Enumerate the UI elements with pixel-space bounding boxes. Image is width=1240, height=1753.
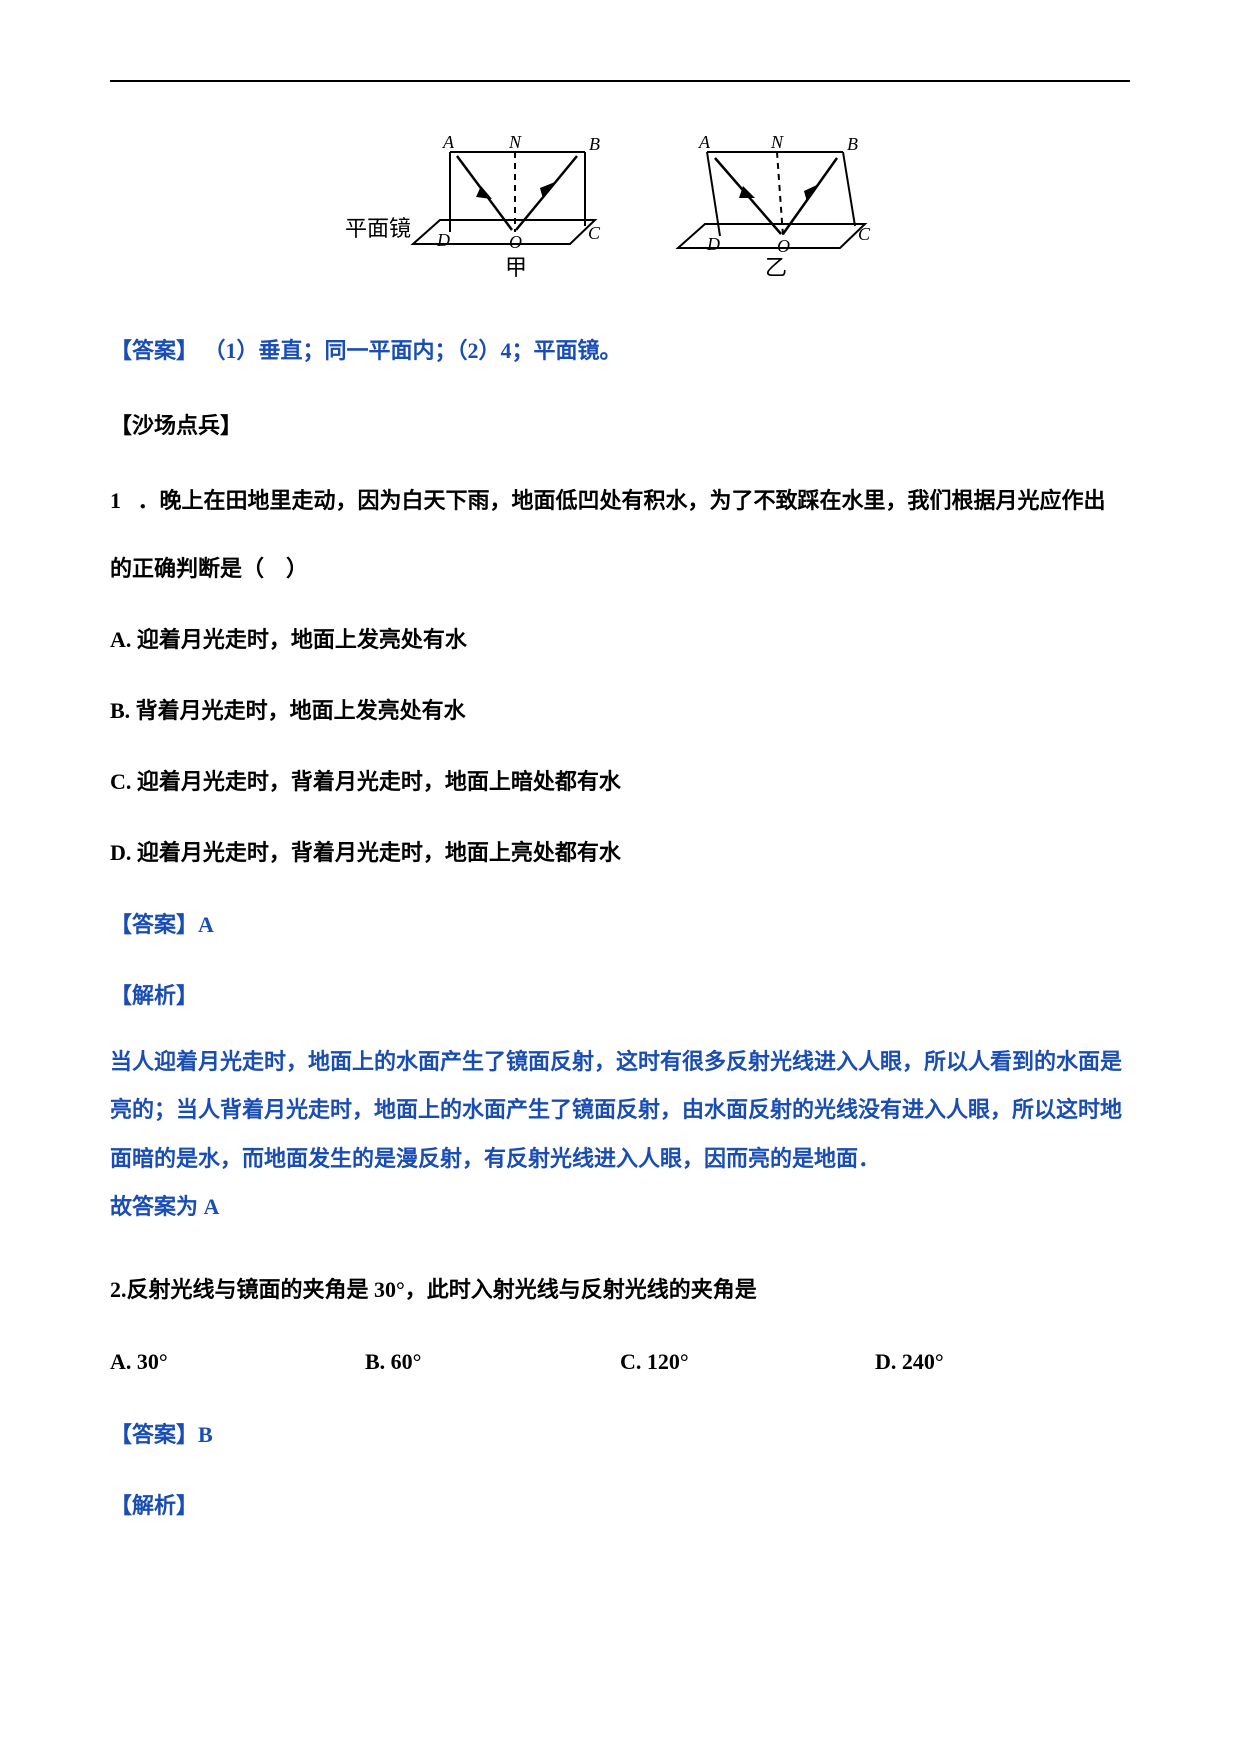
q1-option-a: A. 迎着月光走时，地面上发亮处有水 (110, 611, 1130, 668)
top-rule (110, 80, 1130, 82)
label-n-right: N (770, 132, 784, 152)
label-a-left: A (442, 132, 455, 152)
label-b-left: B (589, 134, 600, 154)
q2-stem: 2.反射光线与镜面的夹角是 30°，此时入射光线与反射光线的夹角是 (110, 1261, 1130, 1318)
mirror-diagram-right: A N B D O C 乙 (665, 132, 895, 282)
content: 【答案】 （1）垂直；同一平面内；（2）4；平面镜。 【沙场点兵】 1 ．晚上在… (110, 322, 1130, 1534)
q1-option-c: C. 迎着月光走时，背着月光走时，地面上暗处都有水 (110, 753, 1130, 810)
label-b-right: B (847, 134, 858, 154)
label-d-right: D (706, 234, 720, 254)
answer-label: 【答案】 (110, 338, 198, 363)
right-edge-right (843, 152, 855, 226)
caption-right: 乙 (765, 255, 787, 280)
mirror-diagram-left: 平面镜 A N B D O C 甲 (345, 132, 635, 282)
q2-answer-value: B (198, 1422, 213, 1447)
q1-answer: 【答案】A (110, 896, 1130, 953)
q1-option-d: D. 迎着月光走时，背着月光走时，地面上亮处都有水 (110, 824, 1130, 881)
q2-answer: 【答案】B (110, 1406, 1130, 1463)
mirror-label: 平面镜 (345, 216, 411, 241)
q1-number: 1 (110, 488, 121, 513)
q2-option-c: C. 120° (620, 1333, 875, 1390)
q1-stem-line1: ．晚上在田地里走动，因为白天下雨，地面低凹处有积水，为了不致踩在水里，我们根据月… (138, 488, 1106, 513)
page: 平面镜 A N B D O C 甲 (0, 0, 1240, 1608)
q1-explain-body: 当人迎着月光走时，地面上的水面产生了镜面反射，这时有很多反射光线进入人眼，所以人… (110, 1038, 1130, 1183)
q1-answer-label: 【答案】 (110, 912, 198, 937)
q1-answer-value: A (198, 912, 214, 937)
caption-left: 甲 (505, 255, 527, 280)
q2-explain-label: 【解析】 (110, 1477, 1130, 1534)
q2-answer-label: 【答案】 (110, 1422, 198, 1447)
spacer (110, 1231, 1130, 1247)
diagram-row: 平面镜 A N B D O C 甲 (110, 132, 1130, 282)
incident-arrow-left (476, 186, 492, 199)
label-n-left: N (508, 132, 522, 152)
label-o-right: O (777, 236, 790, 256)
spacer (110, 1390, 1130, 1406)
q1-explain-tail: 故答案为 A (110, 1183, 1130, 1231)
label-a-right: A (698, 132, 711, 152)
q2-option-d: D. 240° (875, 1333, 1130, 1390)
label-c-left: C (588, 223, 601, 243)
q1-stem-line2: 的正确判断是（ ） (110, 540, 1130, 597)
section-heading: 【沙场点兵】 (110, 397, 1130, 454)
label-d-left: D (436, 230, 450, 250)
q1-option-b: B. 背着月光走时，地面上发亮处有水 (110, 682, 1130, 739)
q2-option-a: A. 30° (110, 1333, 365, 1390)
q2-option-b: B. 60° (365, 1333, 620, 1390)
q1-stem: 1 ．晚上在田地里走动，因为白天下雨，地面低凹处有积水，为了不致踩在水里，我们根… (110, 472, 1130, 529)
answer-text: （1）垂直；同一平面内；（2）4；平面镜。 (204, 338, 622, 363)
label-o-left: O (509, 232, 522, 252)
answer-1: 【答案】 （1）垂直；同一平面内；（2）4；平面镜。 (110, 322, 1130, 379)
q1-explain-label: 【解析】 (110, 967, 1130, 1024)
label-c-right: C (858, 224, 871, 244)
q2-options-row: A. 30° B. 60° C. 120° D. 240° (110, 1333, 1130, 1390)
